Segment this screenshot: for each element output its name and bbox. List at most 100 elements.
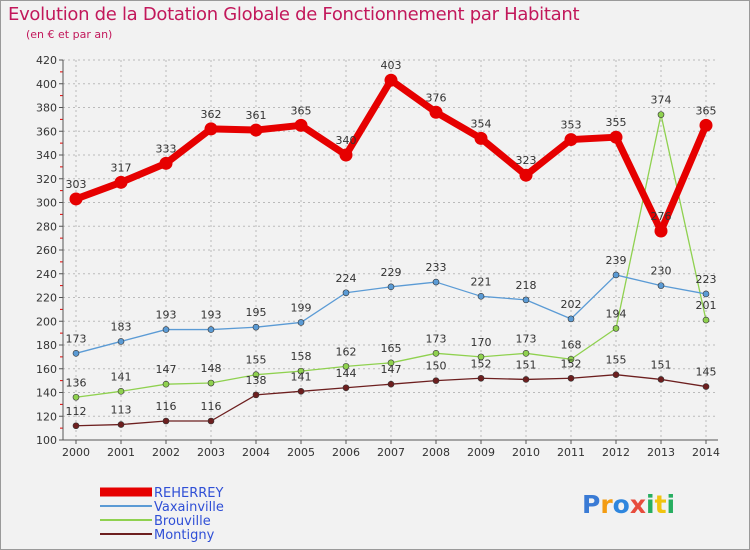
data-label-vaxainville: 199 xyxy=(291,301,312,314)
data-point-vaxainville xyxy=(342,289,350,297)
data-point-montigny xyxy=(702,383,710,390)
data-label-montigny: 138 xyxy=(246,374,267,387)
logo-letter: i xyxy=(646,490,655,519)
data-label-vaxainville: 230 xyxy=(651,265,672,278)
data-point-reherrey xyxy=(69,192,83,206)
y-tick-label: 160 xyxy=(36,363,57,376)
data-point-brouville xyxy=(252,371,260,378)
data-point-reherrey xyxy=(429,105,443,119)
data-point-montigny xyxy=(387,380,395,388)
y-tick-label: 400 xyxy=(36,78,57,91)
data-label-montigny: 147 xyxy=(381,363,402,376)
data-point-montigny xyxy=(297,388,305,395)
data-point-vaxainville xyxy=(432,278,440,286)
data-label-vaxainville: 218 xyxy=(516,279,537,292)
x-tick-label: 2003 xyxy=(197,446,225,459)
x-tick-label: 2009 xyxy=(467,446,495,459)
data-label-brouville: 148 xyxy=(201,362,222,375)
data-point-brouville xyxy=(342,363,350,370)
y-tick-label: 280 xyxy=(36,220,57,233)
legend-label-vaxainville: Vaxainville xyxy=(154,500,224,515)
x-tick-label: 2006 xyxy=(332,446,360,459)
data-label-montigny: 152 xyxy=(471,357,492,370)
data-label-brouville: 162 xyxy=(336,345,357,358)
data-point-montigny xyxy=(477,374,485,382)
data-point-vaxainville xyxy=(657,282,665,289)
y-tick-label: 140 xyxy=(36,387,57,400)
data-label-reherrey: 303 xyxy=(66,178,87,191)
legend-label-montigny: Montigny xyxy=(154,528,215,543)
data-point-montigny xyxy=(207,417,215,425)
data-label-reherrey: 317 xyxy=(111,161,132,174)
data-label-montigny: 144 xyxy=(336,367,357,380)
data-point-reherrey xyxy=(114,175,128,189)
data-point-montigny xyxy=(72,422,80,430)
data-point-vaxainville xyxy=(297,319,305,326)
x-tick-label: 2007 xyxy=(377,446,405,459)
data-label-vaxainville: 202 xyxy=(561,298,582,311)
data-label-brouville: 173 xyxy=(426,332,447,345)
data-label-brouville: 194 xyxy=(606,307,627,320)
x-tick-label: 2002 xyxy=(152,446,180,459)
data-label-reherrey: 333 xyxy=(156,142,177,155)
data-point-montigny xyxy=(432,377,440,384)
data-point-vaxainville xyxy=(567,315,575,323)
data-label-reherrey: 340 xyxy=(336,134,357,147)
data-label-montigny: 152 xyxy=(561,357,582,370)
data-label-vaxainville: 221 xyxy=(471,275,492,288)
y-tick-label: 300 xyxy=(36,197,57,210)
x-tick-label: 2014 xyxy=(692,446,720,459)
data-point-montigny xyxy=(117,421,125,428)
data-label-montigny: 116 xyxy=(156,400,177,413)
y-tick-label: 420 xyxy=(36,54,57,67)
logo-letter: t xyxy=(654,490,667,519)
data-label-montigny: 113 xyxy=(111,404,132,417)
data-point-reherrey xyxy=(294,118,308,132)
data-point-montigny xyxy=(522,376,530,383)
data-label-brouville: 374 xyxy=(651,94,672,107)
y-tick-label: 320 xyxy=(36,173,57,186)
y-tick-label: 260 xyxy=(36,244,57,257)
data-point-reherrey xyxy=(699,118,713,132)
data-label-reherrey: 376 xyxy=(426,91,447,104)
data-label-vaxainville: 233 xyxy=(426,261,447,274)
data-label-brouville: 158 xyxy=(291,350,312,363)
data-point-vaxainville xyxy=(117,338,125,345)
data-label-vaxainville: 173 xyxy=(66,332,87,345)
data-point-reherrey xyxy=(519,168,533,182)
data-point-brouville xyxy=(72,393,80,401)
data-point-brouville xyxy=(702,316,710,324)
data-point-montigny xyxy=(342,384,350,392)
x-tick-label: 2008 xyxy=(422,446,450,459)
data-label-brouville: 141 xyxy=(111,370,132,383)
x-tick-label: 2013 xyxy=(647,446,675,459)
y-tick-label: 360 xyxy=(36,125,57,138)
data-label-montigny: 145 xyxy=(696,366,717,379)
data-label-vaxainville: 224 xyxy=(336,272,357,285)
data-point-vaxainville xyxy=(207,326,215,333)
data-label-brouville: 155 xyxy=(246,354,267,367)
data-point-vaxainville xyxy=(252,323,260,331)
data-point-reherrey xyxy=(159,156,173,170)
data-label-montigny: 112 xyxy=(66,405,87,418)
x-tick-label: 2011 xyxy=(557,446,585,459)
data-label-reherrey: 403 xyxy=(381,59,402,72)
data-point-brouville xyxy=(567,355,575,363)
data-label-reherrey: 355 xyxy=(606,116,627,129)
chart-subtitle: (en € et par an) xyxy=(26,28,113,41)
y-tick-label: 120 xyxy=(36,410,57,423)
data-point-montigny xyxy=(657,376,665,383)
chart-title: Evolution de la Dotation Globale de Fonc… xyxy=(8,4,580,25)
data-point-brouville xyxy=(117,388,125,395)
y-tick-label: 100 xyxy=(36,434,57,447)
data-point-brouville xyxy=(432,350,440,357)
data-point-montigny xyxy=(162,417,170,425)
data-label-reherrey: 276 xyxy=(651,210,672,223)
data-label-montigny: 155 xyxy=(606,354,627,367)
data-point-brouville xyxy=(162,380,170,388)
data-point-brouville xyxy=(207,379,215,387)
logo-letter: i xyxy=(666,490,676,519)
data-label-brouville: 165 xyxy=(381,342,402,355)
data-label-montigny: 116 xyxy=(201,400,222,413)
data-label-vaxainville: 223 xyxy=(696,273,717,286)
